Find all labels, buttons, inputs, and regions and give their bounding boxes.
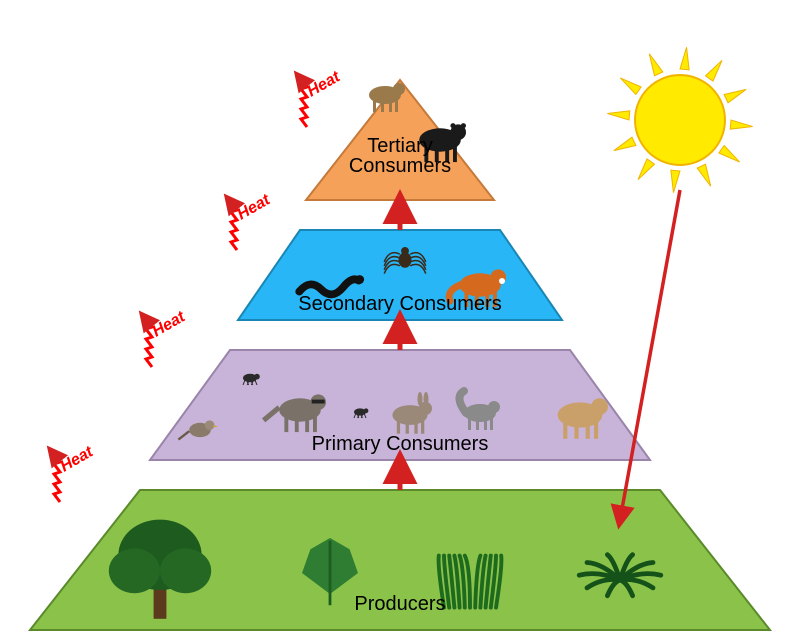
sun-icon bbox=[607, 47, 752, 192]
heat-arrow: Heat bbox=[144, 308, 189, 367]
label-producers: Producers bbox=[354, 593, 445, 615]
heat-arrow: Heat bbox=[229, 191, 274, 250]
sun-energy-arrow bbox=[620, 190, 680, 520]
label-secondary-consumers: Secondary Consumers bbox=[298, 293, 501, 315]
heat-arrow: Heat bbox=[52, 443, 97, 502]
heat-arrow: Heat bbox=[299, 68, 344, 127]
heat-label: Heat bbox=[150, 308, 189, 340]
label-primary-consumers: Primary Consumers bbox=[312, 433, 489, 455]
ecological-pyramid-diagram: Producers Primary Consumers Secondary Cons… bbox=[0, 0, 800, 640]
heat-label: Heat bbox=[305, 68, 344, 100]
heat-label: Heat bbox=[58, 443, 97, 475]
heat-label: Heat bbox=[235, 191, 274, 223]
